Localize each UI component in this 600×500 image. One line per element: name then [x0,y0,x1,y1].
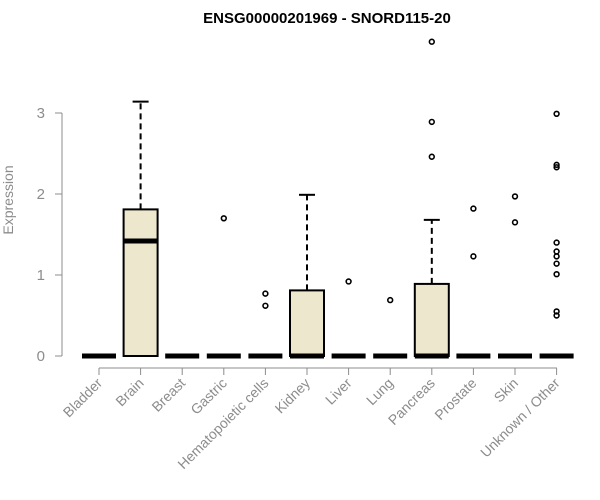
x-tick-label: Liver [322,375,355,408]
chart-title: ENSG00000201969 - SNORD115-20 [203,10,451,27]
outlier-point [220,215,228,222]
x-tick-label: Skin [491,375,522,406]
y-tick-label: 2 [37,186,45,203]
box-body [413,282,450,357]
box-6 [331,278,366,359]
box-5 [289,193,325,359]
outlier-point [553,110,560,118]
x-tick-label: Kidney [272,375,314,417]
outlier-point [553,312,560,319]
outlier-point [262,290,269,297]
box-body [122,208,159,357]
box-8 [413,38,450,359]
box-group [82,38,574,359]
outlier-point [262,302,269,309]
x-tick-label: Breast [148,375,188,415]
outlier-point [470,253,477,260]
outlier-point [428,118,435,126]
y-tick-label: 0 [37,348,45,365]
outlier-point [553,239,560,246]
outlier-point [387,296,394,304]
y-axis-label: Expression [0,165,16,234]
outlier-point [428,153,435,160]
outlier-point [428,38,435,45]
x-tick-label: Lung [363,375,396,408]
outlier-point [553,164,560,171]
box-9 [456,205,491,359]
x-tick-label: Brain [112,375,146,409]
outlier-point [470,205,477,212]
y-tick-label: 3 [37,105,45,122]
x-tick-label: Unknown / Other [477,375,563,461]
box-7 [373,296,408,359]
box-11 [539,110,574,359]
outlier-point [553,260,560,267]
box-body [289,289,325,358]
box-1 [122,100,159,357]
box-3 [206,215,241,359]
outlier-point [511,193,519,200]
box-10 [498,193,532,359]
x-tick-label: Bladder [60,375,106,421]
x-tick-label: Prostate [431,375,479,423]
outlier-point [553,161,560,169]
outlier-point [511,219,519,226]
y-axis-ticks: 0 1 2 3 [37,105,62,365]
y-tick-label: 1 [37,267,45,284]
outlier-point [553,270,560,278]
box-4 [248,290,283,359]
outlier-point [345,278,352,285]
outlier-point [553,253,560,260]
